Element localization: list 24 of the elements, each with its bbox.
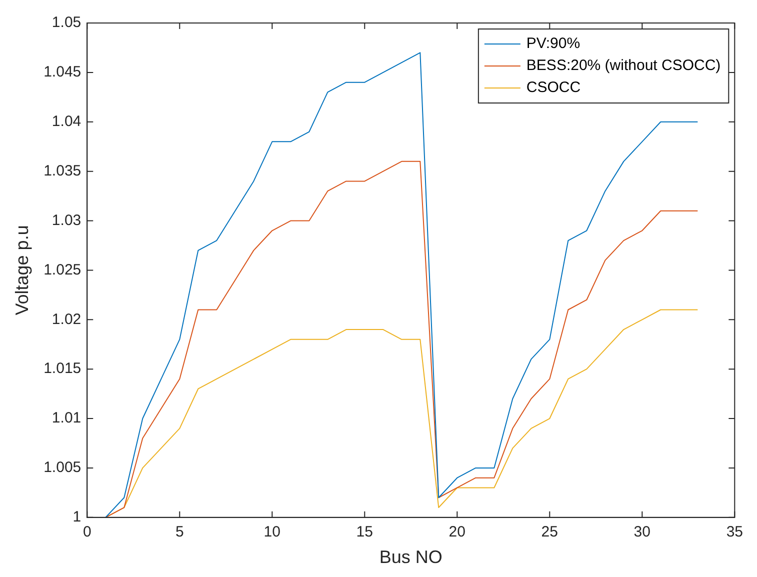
x-tick-label: 30 [634,524,650,541]
x-axis-title: Bus NO [379,547,442,568]
y-tick-label: 1.03 [52,212,82,229]
y-tick-label: 1.02 [52,310,82,328]
y-tick-label: 1.025 [44,261,82,278]
y-tick-label: 1.015 [44,360,82,378]
x-tick-label: 10 [264,524,280,541]
x-tick-label: 20 [448,524,466,541]
y-tick-label: 1.01 [52,410,82,427]
y-tick-label: 1.045 [44,64,82,81]
y-axis-title: Voltage p.u [12,225,32,316]
y-tick-label: 1.005 [44,459,82,476]
legend-label: PV:90% [526,35,580,52]
x-tick-label: 5 [175,524,184,541]
legend-label: CSOCC [526,79,581,96]
x-tick-label: 25 [541,524,558,541]
x-tick-label: 0 [82,524,92,541]
y-tick-label: 1.04 [52,113,82,130]
legend-label: BESS:20% (without CSOCC) [526,57,721,74]
y-tick-label: 1.05 [52,14,82,32]
x-tick-label: 35 [726,524,743,541]
y-tick-label: 1 [72,508,82,526]
x-tick-label: 15 [356,524,373,541]
y-tick-label: 1.035 [44,162,82,180]
